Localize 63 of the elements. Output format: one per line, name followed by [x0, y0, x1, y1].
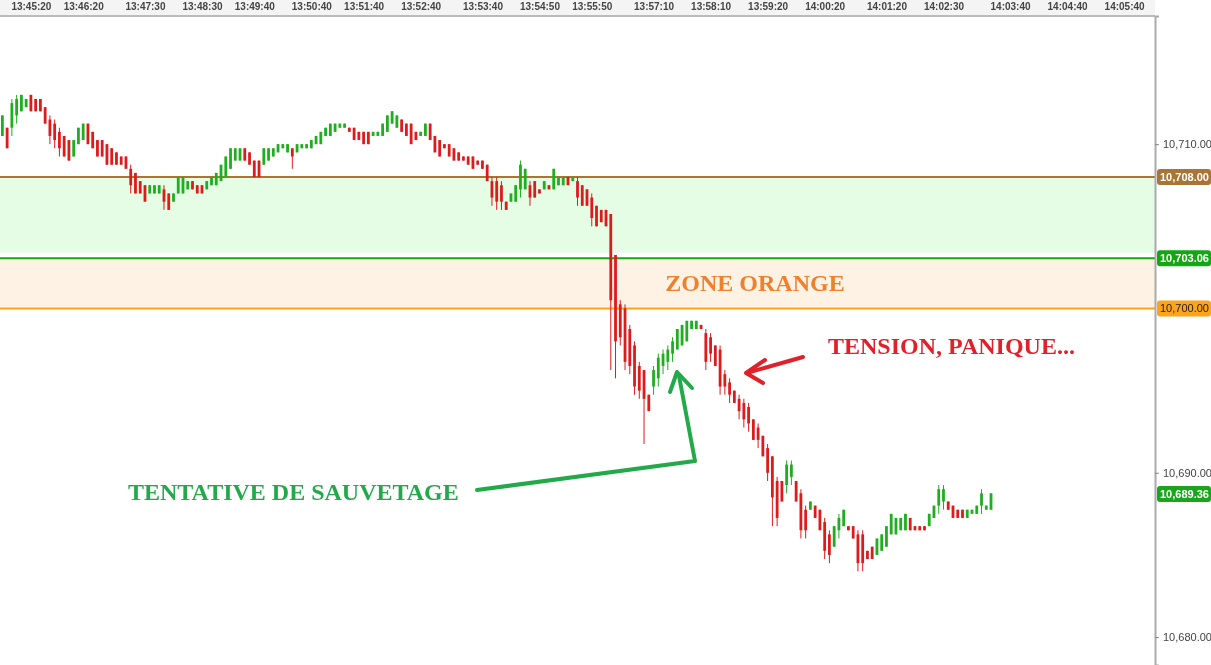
x-tick-label: 13:49:40 [234, 1, 276, 12]
x-tick-label: 14:02:30 [923, 1, 965, 12]
x-tick-label: 14:01:20 [866, 1, 908, 12]
x-tick-label: 13:47:30 [125, 1, 166, 12]
ref-line-label: 10,708.00 [1160, 171, 1209, 184]
x-tick-label: 14:03:40 [990, 1, 1031, 12]
y-tick-label: 10,710.00 [1163, 138, 1211, 151]
x-tick-label: 13:54:50 [519, 1, 561, 12]
candlestick [576, 176, 579, 207]
candlestick [495, 176, 499, 211]
candlestick [709, 332, 712, 363]
candlestick [580, 184, 584, 207]
band-label: ZONE ORANGE [665, 270, 845, 297]
candlestick [737, 394, 741, 420]
candlestick [804, 505, 808, 539]
candlestick [980, 488, 983, 515]
candlestick [828, 529, 831, 564]
ref-line-label: 10,700.00 [1160, 302, 1209, 315]
x-tick-label: 13:57:10 [634, 1, 675, 12]
candlestick [290, 147, 294, 170]
candlestick [652, 365, 655, 396]
candlestick [747, 402, 751, 433]
y-tick-label: 10,690.00 [1163, 466, 1211, 479]
candlestick [742, 398, 746, 429]
candlestick [0, 114, 4, 137]
candlestick [728, 377, 731, 404]
candlestick [656, 353, 660, 388]
x-tick-label: 13:53:40 [462, 1, 504, 12]
candlestick [129, 164, 133, 194]
x-tick-label: 14:04:40 [1047, 1, 1089, 12]
x-tick-label: 13:51:40 [344, 1, 385, 12]
x-tick-label: 14:00:20 [805, 1, 846, 12]
x-tick-label: 13:48:30 [182, 1, 223, 12]
x-tick-label: 13:46:20 [63, 1, 105, 12]
annotation: TENSION, PANIQUE... [828, 333, 1075, 359]
candlestick [885, 525, 888, 548]
candlestick [590, 192, 594, 227]
ref-line-label: 10,703.06 [1160, 252, 1209, 265]
candlestick [671, 336, 674, 363]
candlestick [58, 127, 61, 157]
candlestick [723, 369, 727, 396]
x-tick-label: 13:59:20 [748, 1, 789, 12]
text: 10,689.36 [1160, 488, 1209, 500]
candlestick [713, 344, 717, 367]
candlestick [785, 459, 789, 494]
x-tick-label: 13:58:10 [691, 1, 732, 12]
candlestick [666, 344, 670, 371]
x-tick-label: 13:50:40 [291, 1, 333, 12]
candlestick [751, 418, 755, 441]
x-tick-label: 13:45:20 [11, 1, 52, 12]
candlestick [500, 180, 503, 211]
candlestick [937, 484, 941, 515]
candlestick [675, 328, 679, 351]
x-tick-label: 13:52:40 [401, 1, 442, 12]
candlestick [942, 484, 945, 511]
annotation: TENTATIVE DE SAUVETAGE [128, 479, 459, 505]
candlestick [53, 119, 57, 149]
y-tick-label: 10,680.00 [1163, 631, 1211, 644]
candlestick [789, 459, 793, 486]
x-tick-label: 13:55:50 [572, 1, 613, 12]
x-tick-label: 14:05:40 [1104, 1, 1146, 12]
candlestick [15, 94, 19, 125]
candlestick [832, 525, 836, 548]
